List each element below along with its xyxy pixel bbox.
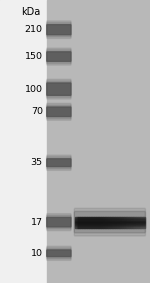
Bar bbox=[103, 217, 105, 228]
FancyBboxPatch shape bbox=[74, 208, 146, 236]
Bar bbox=[82, 217, 84, 228]
Bar bbox=[77, 217, 78, 228]
FancyBboxPatch shape bbox=[47, 248, 71, 259]
Bar bbox=[75, 221, 145, 222]
FancyBboxPatch shape bbox=[47, 217, 71, 227]
Bar bbox=[140, 217, 141, 228]
FancyBboxPatch shape bbox=[47, 215, 71, 229]
Bar bbox=[133, 217, 134, 228]
Bar bbox=[84, 217, 85, 228]
Bar bbox=[75, 219, 145, 220]
Text: 17: 17 bbox=[31, 218, 43, 227]
Text: kDa: kDa bbox=[21, 7, 40, 17]
FancyBboxPatch shape bbox=[47, 246, 71, 260]
Text: 70: 70 bbox=[31, 107, 43, 116]
Bar bbox=[129, 217, 131, 228]
Bar bbox=[110, 217, 112, 228]
FancyBboxPatch shape bbox=[47, 105, 71, 119]
FancyBboxPatch shape bbox=[47, 81, 71, 97]
FancyBboxPatch shape bbox=[47, 21, 71, 38]
FancyBboxPatch shape bbox=[74, 211, 146, 233]
Bar bbox=[75, 217, 145, 218]
Text: 35: 35 bbox=[31, 158, 43, 167]
FancyBboxPatch shape bbox=[47, 23, 71, 37]
Bar bbox=[115, 217, 117, 228]
Bar bbox=[75, 224, 145, 225]
FancyBboxPatch shape bbox=[47, 52, 71, 61]
FancyBboxPatch shape bbox=[47, 25, 71, 35]
Bar bbox=[127, 217, 129, 228]
Bar bbox=[75, 227, 145, 228]
Bar bbox=[134, 217, 136, 228]
Text: 210: 210 bbox=[25, 25, 43, 34]
FancyBboxPatch shape bbox=[47, 83, 71, 95]
Bar bbox=[143, 217, 145, 228]
Bar bbox=[75, 220, 145, 221]
Bar bbox=[96, 217, 98, 228]
Bar bbox=[75, 217, 77, 228]
Bar bbox=[105, 217, 106, 228]
Bar bbox=[126, 217, 127, 228]
Bar bbox=[138, 217, 140, 228]
Bar bbox=[108, 217, 110, 228]
FancyBboxPatch shape bbox=[47, 107, 71, 117]
FancyBboxPatch shape bbox=[47, 103, 71, 120]
Bar bbox=[78, 217, 80, 228]
Bar bbox=[124, 217, 126, 228]
Bar bbox=[112, 217, 113, 228]
FancyBboxPatch shape bbox=[47, 250, 71, 257]
Bar bbox=[131, 217, 133, 228]
FancyBboxPatch shape bbox=[47, 157, 71, 169]
Bar bbox=[75, 226, 145, 227]
Bar bbox=[141, 217, 143, 228]
Bar bbox=[92, 217, 94, 228]
Bar bbox=[87, 217, 89, 228]
FancyBboxPatch shape bbox=[47, 79, 71, 99]
Bar bbox=[75, 223, 145, 224]
Bar bbox=[136, 217, 138, 228]
Bar bbox=[119, 217, 120, 228]
Bar bbox=[91, 217, 92, 228]
Bar bbox=[106, 217, 108, 228]
Bar bbox=[99, 217, 101, 228]
FancyBboxPatch shape bbox=[47, 155, 71, 170]
Bar bbox=[98, 217, 99, 228]
Bar bbox=[122, 217, 124, 228]
FancyBboxPatch shape bbox=[47, 48, 71, 65]
Bar bbox=[117, 217, 119, 228]
Bar bbox=[120, 217, 122, 228]
Bar bbox=[94, 217, 96, 228]
Bar bbox=[75, 218, 145, 219]
Bar bbox=[113, 217, 115, 228]
Text: 150: 150 bbox=[25, 52, 43, 61]
Bar bbox=[85, 217, 87, 228]
FancyBboxPatch shape bbox=[47, 214, 71, 231]
Bar bbox=[75, 222, 145, 223]
Bar bbox=[80, 217, 82, 228]
Bar bbox=[89, 217, 91, 228]
Bar bbox=[75, 225, 145, 226]
Bar bbox=[47, 0, 150, 283]
Bar bbox=[0, 0, 47, 283]
Text: 10: 10 bbox=[31, 249, 43, 258]
FancyBboxPatch shape bbox=[47, 50, 71, 63]
Text: 100: 100 bbox=[25, 85, 43, 94]
Bar bbox=[101, 217, 103, 228]
FancyBboxPatch shape bbox=[47, 159, 71, 167]
